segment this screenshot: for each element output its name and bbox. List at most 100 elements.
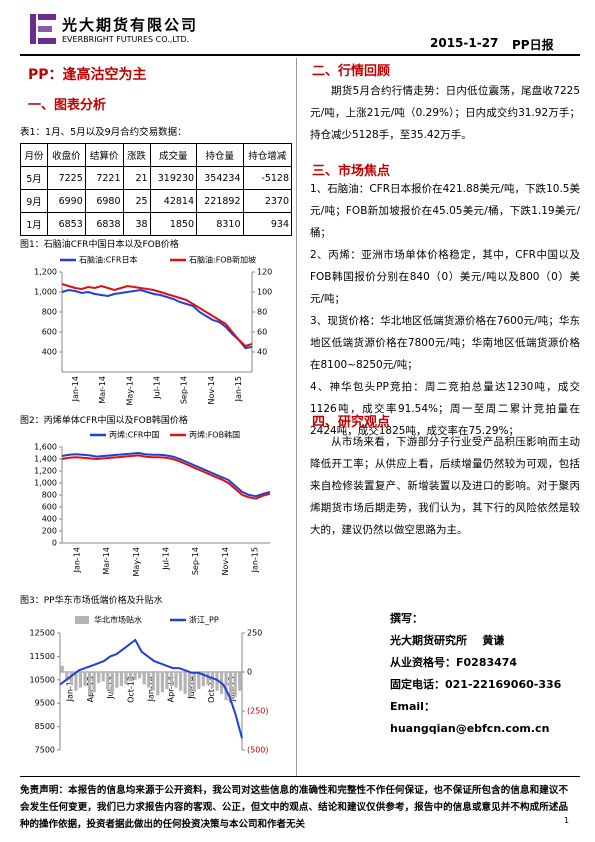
bar: [192, 672, 196, 693]
contact: 撰写： 光大期货研究所 黄谦 从业资格号：F0283474 固定电话：021-2…: [390, 608, 590, 740]
focus-item: 2、丙烯：亚洲市场单体价格稳定，其中，CFR中国以及FOB韩国报价分别在840（…: [310, 249, 580, 305]
legend-label: 石脑油:CFR日本: [79, 255, 137, 265]
bar: [197, 672, 201, 690]
org: 光大期货研究所: [390, 634, 467, 647]
y-tick-label: 7500: [35, 746, 55, 755]
x-tick-label: Jan-14: [147, 676, 156, 702]
column-rule: [296, 58, 297, 776]
y2-tick-label: 100: [257, 288, 272, 297]
bar: [174, 672, 178, 688]
y-tick-label: 200: [42, 527, 57, 536]
bar: [206, 672, 210, 685]
bar: [160, 672, 164, 693]
bar: [65, 672, 69, 682]
x-tick-label: May-14: [132, 547, 141, 576]
y2-tick-label: 250: [247, 629, 262, 638]
legend-swatch: [75, 616, 89, 624]
y2-tick-label: 60: [257, 328, 267, 337]
report-title: PP：逢高沽空为主: [28, 67, 147, 83]
focus-list: 1、石脑油：CFR日本报价在421.88美元/吨，下跌10.5美元/吨；FOB新…: [310, 178, 580, 442]
column-header: 涨跌: [122, 143, 151, 167]
y-tick-label: 800: [42, 308, 57, 317]
y-tick-label: 400: [42, 348, 57, 357]
table-cell: 38: [122, 212, 151, 236]
bar: [147, 672, 151, 688]
legend-label: 华北市场贴水: [94, 615, 142, 625]
x-tick-label: Mar-14: [98, 376, 107, 404]
y-tick-label: 12500: [30, 629, 55, 638]
y-tick-label: 1,600: [34, 443, 57, 452]
table-cell: 42814: [149, 189, 198, 213]
table-row: 1月 6853 6838 38 1850 8310 934: [19, 212, 292, 236]
y2-tick-label: 80: [257, 308, 267, 317]
x-tick-label: Sep-14: [191, 547, 200, 575]
y2-tick-label: (500): [247, 746, 269, 755]
table-cell: 9月: [19, 189, 49, 213]
table-row: 9月 6990 6980 25 42814 221892 2370: [19, 189, 292, 213]
x-tick-label: Jul-13: [106, 676, 115, 700]
column-header: 月份: [19, 143, 49, 167]
focus-item: 3、现货价格：华北地区低端货源价格在7600元/吨；华东地区低端货源价格在780…: [310, 315, 580, 371]
table-cell: 1月: [19, 212, 49, 236]
line-series: [61, 288, 253, 350]
table-cell: 8310: [196, 212, 244, 236]
contact-cert: 从业资格号：F0283474: [390, 656, 518, 669]
y-tick-label: 0: [52, 539, 57, 548]
contact-phone: 固定电话：021-22169060-336: [390, 678, 562, 691]
bar: [115, 672, 119, 688]
x-tick-label: Jan-15: [251, 547, 260, 573]
y-tick-label: 1,000: [34, 479, 57, 488]
bar: [188, 672, 192, 697]
table-cell: 1850: [149, 212, 198, 236]
bar: [92, 672, 96, 693]
y2-tick-label: 0: [247, 668, 252, 677]
y2-tick-label: (250): [247, 707, 269, 716]
column-header: 持仓增减: [242, 143, 292, 167]
bar: [233, 672, 237, 697]
chart: 7500 8500 9500 10500 11500 12500 (500) (250) 0 25…: [30, 615, 269, 755]
x-tick-label: Jan-14: [71, 376, 80, 402]
report-type: PP日报: [512, 38, 554, 52]
table-cell: 319230: [149, 166, 198, 190]
table-cell: 354234: [196, 166, 244, 190]
table-cell: 6838: [84, 212, 124, 236]
y-tick-label: 1,000: [34, 288, 57, 297]
bar: [215, 672, 219, 691]
chart: 0 200 400 600 800 1,000 1,200 1,400 1,600 Jan-14 M…: [34, 430, 271, 576]
footer-rule: [20, 776, 580, 777]
y-tick-label: 1,200: [34, 467, 57, 476]
bar: [183, 672, 187, 694]
x-tick-label: Sep-14: [180, 376, 189, 404]
column-header: 收盘价: [47, 143, 86, 167]
bar: [229, 672, 233, 704]
y2-tick-label: 40: [257, 348, 267, 357]
bar: [101, 672, 105, 682]
x-tick-label: Oct-14: [207, 676, 216, 703]
y-tick-label: 800: [42, 491, 57, 500]
page-number: 1: [564, 816, 570, 825]
focus-item: 1、石脑油：CFR日本报价在421.88美元/吨，下跌10.5美元/吨；FOB新…: [310, 183, 580, 239]
table-cell: 221892: [196, 189, 244, 213]
line-series: [61, 451, 271, 498]
table-cell: 7221: [84, 166, 124, 190]
bar: [83, 672, 87, 687]
bar: [119, 672, 124, 687]
table-cell: 6853: [47, 212, 86, 236]
bar: [165, 672, 169, 690]
logo: [30, 14, 56, 44]
legend-label: 浙江_PP: [189, 615, 219, 625]
y-tick-label: 9500: [35, 699, 55, 708]
line-series: [61, 454, 271, 500]
bar: [169, 672, 174, 687]
company-name: 光大期货有限公司: [62, 16, 199, 34]
bar: [74, 672, 78, 691]
table-cell: 21: [122, 166, 151, 190]
bar: [128, 672, 133, 682]
y-tick-label: 10500: [30, 675, 55, 684]
company-name-en: EVERBRIGHT FUTURES CO.,LTD.: [62, 35, 190, 44]
disclaimer: 免责声明：本报告的信息均来源于公开资料，我公司对这些信息的准确性和完整性不作任何…: [20, 785, 568, 830]
column-header: 持仓量: [196, 143, 244, 167]
table-cell: 934: [242, 212, 292, 236]
bar: [224, 672, 228, 701]
